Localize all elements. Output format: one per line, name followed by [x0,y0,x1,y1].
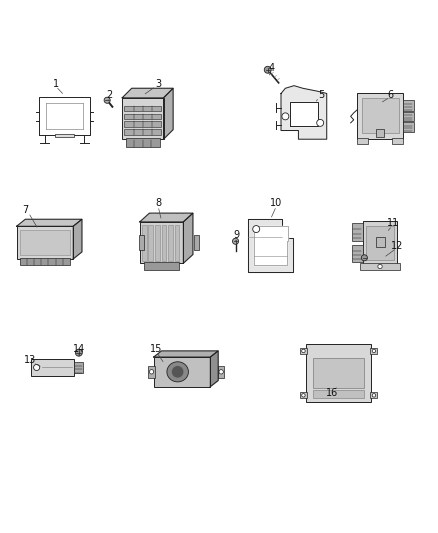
Polygon shape [247,220,293,272]
Polygon shape [210,351,218,386]
Polygon shape [154,351,218,357]
Text: 13: 13 [24,355,36,365]
Polygon shape [290,102,318,126]
Polygon shape [140,213,193,222]
Text: 2: 2 [106,90,113,100]
Bar [360,263,399,270]
Bar [124,122,161,127]
Text: 6: 6 [388,90,394,100]
Bar [376,237,385,247]
Circle shape [372,393,376,397]
Polygon shape [254,226,288,265]
Bar [32,359,74,376]
Bar [144,262,179,270]
Bar [20,258,70,265]
Circle shape [302,393,305,397]
Polygon shape [17,219,82,226]
Circle shape [317,119,324,126]
Circle shape [219,370,223,374]
Circle shape [302,349,305,353]
Circle shape [233,238,239,244]
Bar [403,100,414,111]
Ellipse shape [171,366,184,378]
Bar [363,221,397,264]
Bar [392,139,403,144]
Bar [300,348,307,354]
Text: 12: 12 [391,240,404,251]
Polygon shape [281,86,327,139]
Text: 3: 3 [155,79,161,88]
Bar [124,106,161,111]
Text: 10: 10 [270,198,283,208]
Bar [403,111,414,121]
Bar [403,123,414,132]
Text: 11: 11 [387,218,399,228]
Bar [148,366,155,378]
Text: 5: 5 [318,90,325,100]
Bar [142,224,147,261]
Circle shape [282,113,289,120]
Bar [371,348,378,354]
Bar [126,139,160,147]
Bar [155,224,160,261]
Circle shape [372,349,376,353]
Text: 7: 7 [22,205,28,215]
Bar [154,357,210,386]
Bar [307,344,371,402]
Bar [376,129,385,137]
Bar [140,222,184,263]
Text: 1: 1 [53,79,59,88]
Bar [20,230,70,255]
Bar [352,223,364,240]
Polygon shape [163,88,173,139]
Bar [168,224,173,261]
Bar [124,114,161,119]
Bar [124,129,161,135]
Text: 4: 4 [268,63,274,74]
Bar [122,98,163,139]
Text: 16: 16 [326,387,338,398]
Bar [148,224,153,261]
Bar [371,392,378,398]
Circle shape [75,349,82,356]
Text: 9: 9 [233,230,240,240]
Bar [194,235,199,251]
Bar [314,390,364,398]
Bar [162,224,166,261]
Circle shape [264,66,271,73]
Bar [357,93,403,139]
Circle shape [253,225,260,232]
Bar [218,366,224,378]
Bar [366,225,394,260]
Bar [352,245,364,262]
Circle shape [104,97,110,103]
Bar [55,134,74,137]
Circle shape [34,365,40,370]
Bar [314,358,364,388]
Circle shape [149,370,154,374]
Text: 15: 15 [150,344,162,354]
Circle shape [378,264,382,269]
Bar [175,224,180,261]
Bar [300,392,307,398]
Text: 8: 8 [155,198,161,208]
Ellipse shape [167,362,188,382]
Bar [17,226,73,259]
Bar [357,139,368,144]
Bar [361,98,399,133]
Polygon shape [73,219,82,259]
Circle shape [361,255,367,261]
Text: 14: 14 [73,344,85,354]
Polygon shape [184,213,193,263]
Polygon shape [122,88,173,98]
Bar [74,362,83,373]
Bar [139,235,144,251]
